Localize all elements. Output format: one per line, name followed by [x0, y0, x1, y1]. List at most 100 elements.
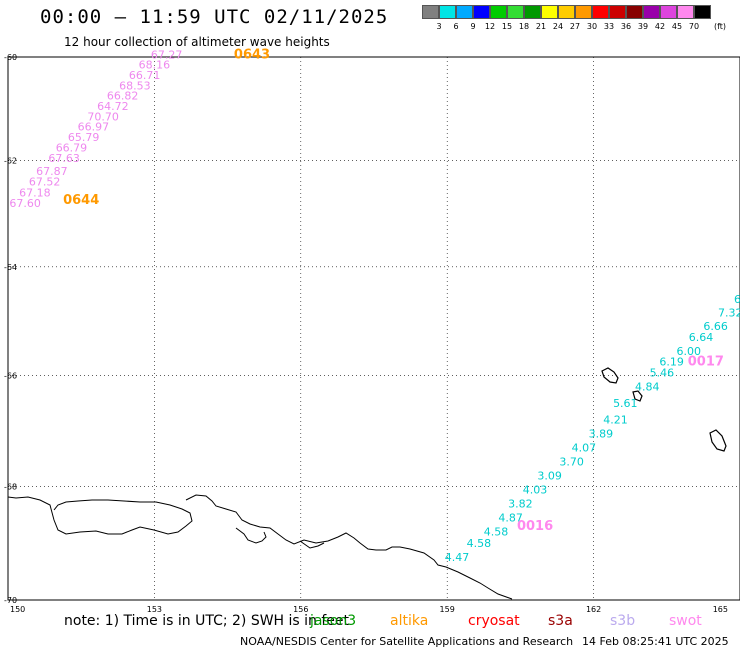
- wave-height-value: 68.53: [119, 79, 151, 92]
- color-scale-label: 36: [620, 22, 632, 31]
- generated-timestamp: 14 Feb 08:25:41 UTC 2025: [582, 635, 729, 648]
- wave-height-value: 6.19: [659, 356, 684, 369]
- wave-height-value: 65.79: [68, 131, 100, 144]
- color-scale-label: 45: [671, 22, 683, 31]
- satellite-legend-altika: altika: [390, 613, 429, 629]
- longitude-tick-label: 159: [440, 605, 455, 614]
- wave-height-value: 70.70: [87, 110, 119, 123]
- color-scale-swatch: [592, 5, 609, 19]
- color-scale-swatch: [660, 5, 677, 19]
- wave-height-value: 67.63: [48, 152, 80, 165]
- latitude-tick-label: -70: [4, 596, 17, 605]
- color-scale-label: 21: [535, 22, 547, 31]
- pass-time-label: 0644: [63, 193, 99, 208]
- satellite-legend-cryosat: cryosat: [468, 613, 520, 629]
- color-scale-label: 70: [688, 22, 700, 31]
- color-scale-label: 42: [654, 22, 666, 31]
- wave-height-value: 3.09: [537, 469, 562, 482]
- wave-height-value: 67.87: [36, 165, 68, 178]
- wave-height-value: 4.47: [445, 551, 470, 564]
- latitude-tick-label: -66: [4, 371, 17, 380]
- longitude-tick-label: 156: [293, 605, 308, 614]
- map-title: 00:00 – 11:59 UTC 02/11/2025: [40, 6, 389, 28]
- coast-inlet-2: [299, 540, 325, 549]
- wave-height-value: 67.18: [19, 186, 51, 199]
- color-scale-swatch: [439, 5, 456, 19]
- antarctic-coastline: [7, 494, 513, 600]
- map-subtitle: 12 hour collection of altimeter wave hei…: [64, 35, 330, 49]
- longitude-tick-label: 150: [10, 605, 25, 614]
- color-scale-label: 12: [484, 22, 496, 31]
- color-scale-swatch: [456, 5, 473, 19]
- wave-height-value: 3.82: [508, 497, 533, 510]
- wave-height-value: 3.70: [559, 455, 584, 468]
- satellite-legend-s3b: s3b: [610, 613, 636, 629]
- wave-height-value: 67.60: [9, 197, 41, 210]
- wave-height-value: 6.00: [677, 345, 702, 358]
- color-scale-swatch: [422, 5, 439, 19]
- color-scale-label: 39: [637, 22, 649, 31]
- wave-height-value: 4.58: [484, 526, 509, 539]
- latitude-tick-label: -68: [4, 482, 17, 491]
- longitude-tick-label: 153: [147, 605, 162, 614]
- wave-height-value: 4.03: [523, 483, 548, 496]
- color-scale-label: 27: [569, 22, 581, 31]
- wave-height-value: 4.84: [635, 380, 660, 393]
- color-scale-swatch: [490, 5, 507, 19]
- color-scale-swatch: [626, 5, 643, 19]
- color-scale-swatch: [575, 5, 592, 19]
- units-note: note: 1) Time is in UTC; 2) SWH is in fe…: [64, 613, 350, 629]
- wave-height-value: 7.32: [718, 307, 740, 320]
- wave-height-value: 4.58: [467, 537, 492, 550]
- wave-height-value: 66.79: [56, 142, 88, 155]
- color-scale-swatch: [609, 5, 626, 19]
- color-scale-label: 15: [501, 22, 513, 31]
- color-scale-label: 6: [453, 22, 459, 31]
- color-scale-swatch: [677, 5, 694, 19]
- color-scale-swatch: [558, 5, 575, 19]
- wave-height-value: 66.82: [107, 90, 139, 103]
- wave-height-observations: 67.2768.1666.7168.5366.8264.7270.7066.97…: [9, 47, 740, 564]
- satellite-legend-s3a: s3a: [548, 613, 573, 629]
- wave-height-value: 6.66: [703, 320, 728, 333]
- color-scale-label: 30: [586, 22, 598, 31]
- wave-height-value: 64.72: [97, 100, 129, 113]
- wave-height-value: 3.89: [589, 427, 614, 440]
- wave-height-value: 6: [734, 293, 740, 306]
- latitude-tick-label: -60: [4, 53, 17, 62]
- color-scale-label: 24: [552, 22, 564, 31]
- island-2: [632, 390, 643, 402]
- wave-height-value: 4.87: [498, 511, 523, 524]
- wave-height-value: 5.46: [650, 367, 675, 380]
- note-row: note: 1) Time is in UTC; 2) SWH is in fe…: [64, 613, 349, 629]
- color-scale-swatch: [694, 5, 711, 19]
- wave-height-value: 67.52: [29, 176, 61, 189]
- pass-time-label: 0017: [688, 355, 724, 370]
- color-scale-legend: [422, 5, 711, 19]
- pass-time-label: 0643: [234, 47, 270, 62]
- wave-height-value: 68.16: [139, 59, 171, 72]
- color-scale-swatch: [541, 5, 558, 19]
- longitude-tick-label: 165: [713, 605, 728, 614]
- longitude-tick-label: 162: [586, 605, 601, 614]
- wave-height-value: 66.71: [129, 69, 161, 82]
- pass-time-label: 0016: [517, 519, 553, 534]
- island-3: [709, 429, 727, 452]
- axis-labels: 150 153 156 159 162 165 -60 -62 -64 -66 -68 -70: [4, 53, 728, 614]
- color-scale-label: 33: [603, 22, 615, 31]
- color-scale-unit: (ft): [714, 22, 727, 31]
- wave-height-value: 4.07: [572, 441, 597, 454]
- coastline: [7, 367, 727, 600]
- latitude-tick-label: -62: [4, 157, 17, 166]
- satellite-legend-jason3: jason3: [310, 613, 357, 629]
- satellite-legend-swot: swot: [669, 613, 702, 629]
- color-scale-swatch: [524, 5, 541, 19]
- color-scale-label: 18: [518, 22, 530, 31]
- color-scale-swatch: [507, 5, 524, 19]
- map-frame: [7, 56, 740, 601]
- wave-height-value: 5.61: [613, 397, 638, 410]
- latitude-tick-label: -64: [4, 263, 17, 272]
- wave-height-value: 4.21: [603, 414, 628, 427]
- island-1: [601, 367, 619, 384]
